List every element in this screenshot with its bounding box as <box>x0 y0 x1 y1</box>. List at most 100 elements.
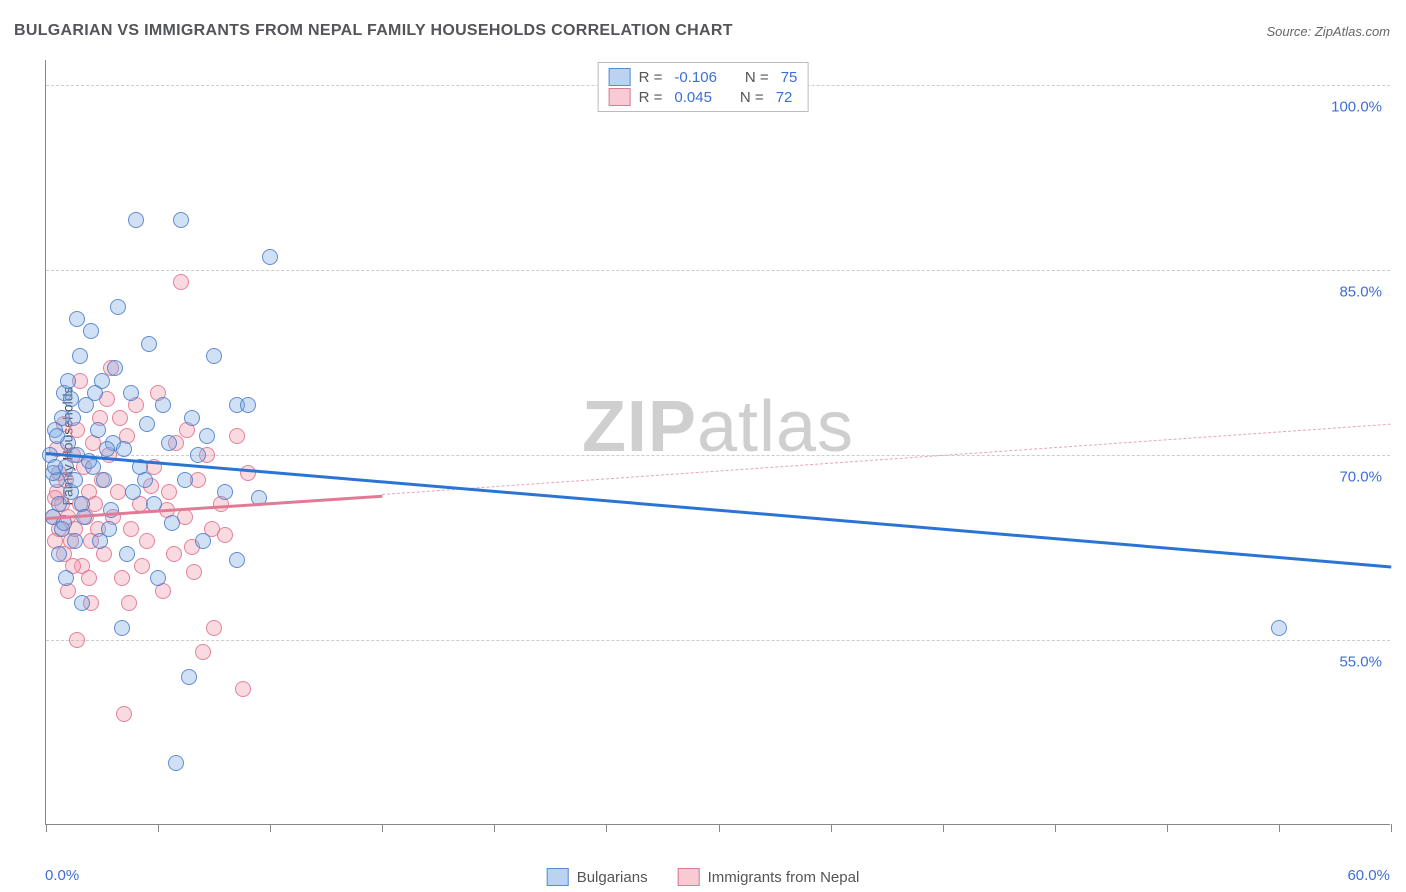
legend-label: Bulgarians <box>577 869 648 886</box>
y-tick-label: 70.0% <box>1339 468 1382 485</box>
x-tick <box>719 824 720 832</box>
data-point <box>134 558 150 574</box>
x-tick <box>943 824 944 832</box>
x-tick <box>158 824 159 832</box>
data-point <box>96 472 112 488</box>
x-tick <box>831 824 832 832</box>
r-value: 0.045 <box>674 89 712 106</box>
data-point <box>229 552 245 568</box>
x-tick <box>1167 824 1168 832</box>
x-tick <box>494 824 495 832</box>
data-point <box>107 360 123 376</box>
data-point <box>139 533 155 549</box>
data-point <box>51 496 67 512</box>
stat-row: R = -0.106 N = 75 <box>609 67 798 87</box>
trendline <box>382 424 1391 495</box>
data-point <box>119 546 135 562</box>
legend-item: Bulgarians <box>547 868 648 886</box>
data-point <box>161 484 177 500</box>
data-point <box>190 447 206 463</box>
n-value: 72 <box>776 89 793 106</box>
data-point <box>49 428 65 444</box>
data-point <box>199 428 215 444</box>
data-point <box>90 422 106 438</box>
correlation-chart: BULGARIAN VS IMMIGRANTS FROM NEPAL FAMIL… <box>0 0 1406 892</box>
data-point <box>72 348 88 364</box>
data-point <box>67 472 83 488</box>
data-point <box>195 533 211 549</box>
chart-title: BULGARIAN VS IMMIGRANTS FROM NEPAL FAMIL… <box>14 22 733 40</box>
gridline <box>46 455 1390 456</box>
data-point <box>186 564 202 580</box>
x-tick <box>382 824 383 832</box>
y-tick-label: 100.0% <box>1331 98 1382 115</box>
data-point <box>240 397 256 413</box>
data-point <box>195 644 211 660</box>
y-tick-label: 55.0% <box>1339 653 1382 670</box>
data-point <box>1271 620 1287 636</box>
x-tick <box>46 824 47 832</box>
data-point <box>114 620 130 636</box>
data-point <box>110 484 126 500</box>
plot-area: ZIPatlas 55.0%70.0%85.0%100.0% <box>45 60 1390 825</box>
data-point <box>166 546 182 562</box>
data-point <box>125 484 141 500</box>
legend-swatch <box>609 68 631 86</box>
x-tick <box>1391 824 1392 832</box>
legend-swatch <box>609 88 631 106</box>
data-point <box>155 397 171 413</box>
data-point <box>67 533 83 549</box>
data-point <box>173 274 189 290</box>
legend-label: Immigrants from Nepal <box>708 869 860 886</box>
source-attribution: Source: ZipAtlas.com <box>1266 24 1390 39</box>
data-point <box>150 570 166 586</box>
data-point <box>161 435 177 451</box>
data-point <box>60 373 76 389</box>
data-point <box>63 391 79 407</box>
r-value: -0.106 <box>674 69 717 86</box>
data-point <box>58 570 74 586</box>
data-point <box>123 521 139 537</box>
n-label: N = <box>740 89 764 106</box>
data-point <box>87 385 103 401</box>
data-point <box>110 299 126 315</box>
data-point <box>206 620 222 636</box>
data-point <box>81 570 97 586</box>
stat-row: R = 0.045 N = 72 <box>609 87 798 107</box>
data-point <box>92 533 108 549</box>
data-point <box>83 323 99 339</box>
legend-swatch <box>678 868 700 886</box>
x-tick <box>606 824 607 832</box>
gridline <box>46 640 1390 641</box>
data-point <box>141 336 157 352</box>
r-label: R = <box>639 69 663 86</box>
n-label: N = <box>745 69 769 86</box>
data-point <box>69 311 85 327</box>
n-value: 75 <box>781 69 798 86</box>
data-point <box>112 410 128 426</box>
data-point <box>217 484 233 500</box>
series-legend: Bulgarians Immigrants from Nepal <box>547 868 860 886</box>
data-point <box>116 441 132 457</box>
data-point <box>69 632 85 648</box>
x-tick <box>1279 824 1280 832</box>
data-point <box>137 472 153 488</box>
legend-item: Immigrants from Nepal <box>678 868 860 886</box>
data-point <box>168 755 184 771</box>
data-point <box>173 212 189 228</box>
data-point <box>139 416 155 432</box>
data-point <box>54 410 70 426</box>
data-point <box>114 570 130 586</box>
x-axis-min-label: 0.0% <box>45 867 79 884</box>
data-point <box>47 459 63 475</box>
data-point <box>184 410 200 426</box>
data-point <box>206 348 222 364</box>
data-point <box>235 681 251 697</box>
gridline <box>46 270 1390 271</box>
stats-legend: R = -0.106 N = 75 R = 0.045 N = 72 <box>598 62 809 112</box>
data-point <box>123 385 139 401</box>
r-label: R = <box>639 89 663 106</box>
data-point <box>177 472 193 488</box>
data-point <box>99 441 115 457</box>
data-point <box>51 546 67 562</box>
